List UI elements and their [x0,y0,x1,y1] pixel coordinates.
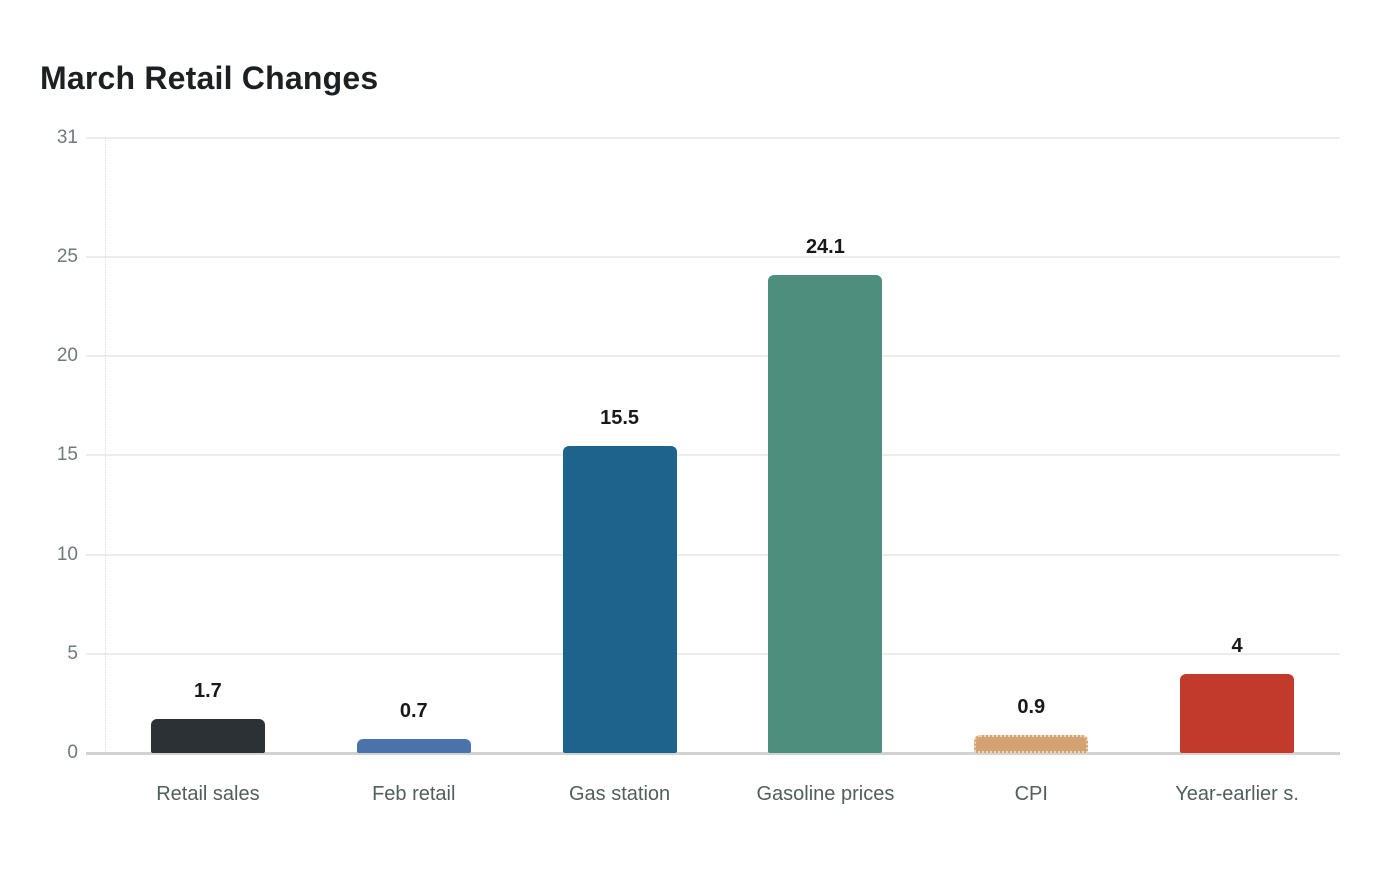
y-tick-label: 20 [56,345,78,367]
x-category-label: Feb retail [372,783,456,805]
bar-retail-sales [150,719,265,753]
bar-value-label: 4 [1231,634,1243,657]
bar-value-label: 15.5 [600,406,640,429]
gridline [86,355,1340,358]
gridline [86,652,1340,655]
x-category-label: Year-earlier s. [1175,783,1299,805]
y-tick-label: 0 [67,742,78,763]
y-tick-label: 5 [67,642,78,664]
y-tick-label: 31 [56,127,78,148]
bar-value-label: 1.7 [194,680,222,703]
x-category-label: Retail sales [156,783,260,805]
y-tick-label: 25 [56,246,78,268]
x-category-label: Gasoline prices [756,783,895,805]
y-tick-label: 10 [56,543,78,565]
bar-cpi [974,735,1089,753]
bar-value-label: 0.9 [1017,696,1046,719]
gridline [86,454,1340,457]
y-tick-label: 15 [56,444,78,466]
bar-gas-station [562,445,677,753]
bar-value-label: 24.1 [805,235,845,258]
x-axis-baseline [86,752,1340,755]
y-axis-line [105,138,106,753]
x-category-label: Gas station [568,783,671,805]
bar-gasoline-prices [768,274,883,753]
gridline [86,553,1340,556]
chart-title: March Retail Changes [40,60,379,96]
bar-value-label: 0.7 [399,700,428,723]
gridline [86,137,1340,139]
x-category-label: CPI [1014,783,1048,805]
gridline [86,256,1340,259]
bar-year-earlier-s [1180,673,1295,753]
bar-feb-retail [356,739,471,753]
